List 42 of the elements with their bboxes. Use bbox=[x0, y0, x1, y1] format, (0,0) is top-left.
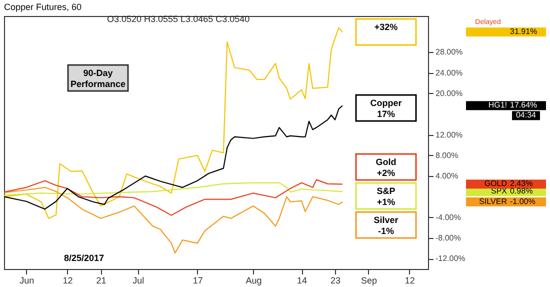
x-tick-label: Sep bbox=[360, 276, 377, 286]
text: 2.43% bbox=[510, 179, 533, 188]
x-tick-label: 23 bbox=[330, 276, 341, 286]
annotation: Copper 17% bbox=[370, 98, 402, 119]
chart-title: Copper Futures, 60 bbox=[4, 2, 82, 12]
text: SILVER bbox=[479, 196, 508, 206]
annotation: +32% bbox=[374, 22, 398, 32]
annotation: 8/25/2017 bbox=[64, 253, 104, 263]
text: GOLD bbox=[484, 179, 508, 188]
x-tick-label: 14 bbox=[297, 276, 308, 286]
text: -1.00% bbox=[510, 196, 536, 206]
x-tick-label: 12 bbox=[404, 276, 415, 286]
y-tick-label: -4.00% bbox=[436, 212, 461, 222]
line-series bbox=[4, 182, 344, 196]
text: 31.91% bbox=[510, 26, 538, 36]
text: HG1! bbox=[488, 100, 507, 110]
annotation: S&P +1% bbox=[376, 186, 396, 207]
text: 04:34 bbox=[516, 110, 537, 120]
annotation: 90-Day Performance bbox=[70, 68, 126, 89]
x-tick-label: Jul bbox=[132, 276, 144, 286]
x-tick-label: Aug bbox=[246, 276, 262, 286]
y-tick-label: -8.00% bbox=[436, 234, 461, 243]
y-tick-label: 20.00% bbox=[436, 88, 463, 98]
y-tick-label: -12.00% bbox=[436, 254, 466, 264]
line-series bbox=[4, 179, 344, 216]
y-tick-label: 12.00% bbox=[436, 130, 463, 140]
text: 17.64% bbox=[510, 100, 538, 110]
annotation: Gold +2% bbox=[376, 157, 396, 178]
x-tick-label: 12 bbox=[62, 276, 73, 286]
text: 0.98% bbox=[510, 186, 533, 196]
line-series bbox=[4, 186, 344, 254]
x-tick-label: 17 bbox=[192, 276, 203, 286]
line-series bbox=[4, 27, 344, 219]
y-tick-label: 28.00% bbox=[436, 48, 463, 57]
annotation: O3.0520 H3.0555 L3.0465 C3.0540 bbox=[107, 14, 250, 24]
annotation: Silver -1% bbox=[374, 215, 399, 236]
y-tick-label: 24.00% bbox=[436, 68, 463, 78]
y-tick-label: 4.00% bbox=[436, 172, 458, 181]
x-tick-label: 21 bbox=[96, 276, 106, 286]
line-series bbox=[4, 105, 344, 210]
y-tick-label: 8.00% bbox=[436, 150, 458, 160]
x-tick-label: Jun bbox=[20, 276, 34, 286]
